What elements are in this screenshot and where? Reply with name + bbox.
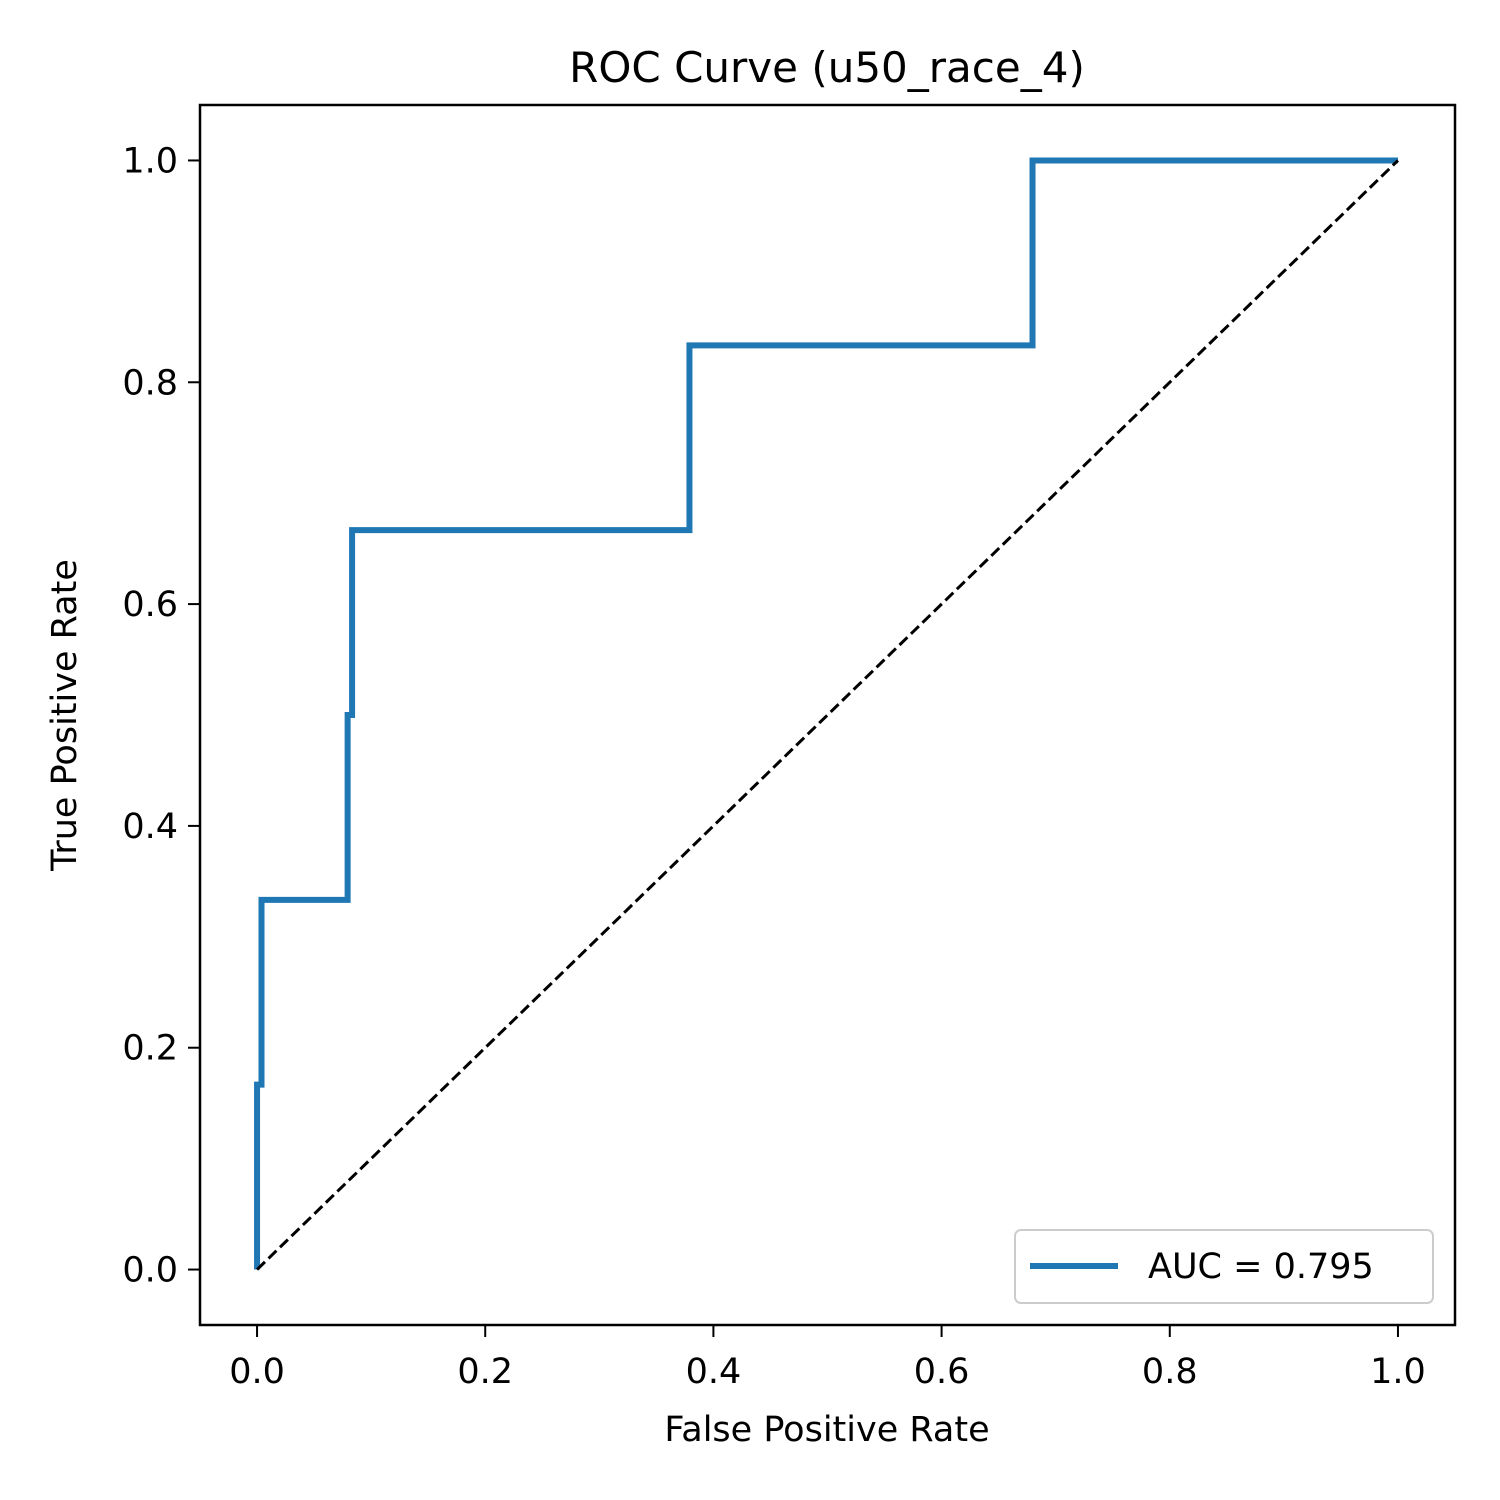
- y-tick-label: 0.0: [122, 1251, 178, 1291]
- y-axis-label: True Positive Rate: [45, 559, 85, 872]
- chance-diagonal-line: [256, 159, 1399, 1271]
- x-tick-label: 0.8: [1142, 1352, 1198, 1392]
- x-tick-label: 0.4: [686, 1352, 742, 1392]
- roc-curve-line: [254, 157, 1398, 1270]
- axes-frame: [198, 103, 1457, 1327]
- y-tick-label: 0.8: [122, 363, 178, 403]
- plot-area: 0.0 0.2 0.4 0.6 0.8 1.0 0.0 0.2 0.4 0.6 0.8 1.0 AUC …: [122, 103, 1457, 1392]
- x-tick-label: 0.0: [229, 1352, 285, 1392]
- x-tick-label: 1.0: [1370, 1352, 1426, 1392]
- legend-entry-label: AUC = 0.795: [1148, 1247, 1374, 1287]
- x-tick-label: 0.6: [914, 1352, 970, 1392]
- chart-title: ROC Curve (u50_race_4): [569, 43, 1085, 92]
- legend: AUC = 0.795: [1014, 1229, 1434, 1304]
- y-tick-label: 1.0: [122, 141, 178, 181]
- legend-box: [1014, 1229, 1434, 1304]
- y-tick-label: 0.2: [122, 1029, 178, 1069]
- x-axis-label: False Positive Rate: [664, 1410, 989, 1450]
- y-tick-label: 0.4: [122, 807, 178, 847]
- y-tick-label: 0.6: [122, 585, 178, 625]
- x-tick-label: 0.2: [457, 1352, 513, 1392]
